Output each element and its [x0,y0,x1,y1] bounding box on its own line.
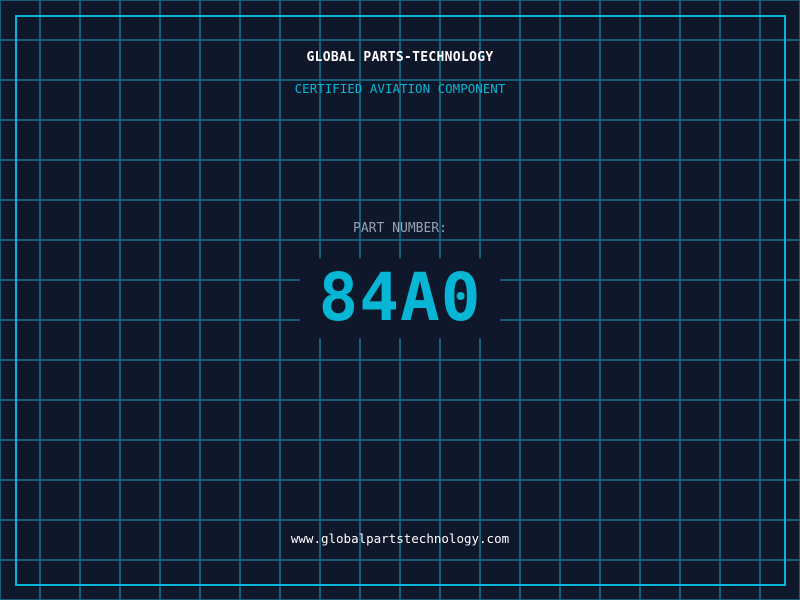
border-frame [15,15,786,586]
website-link[interactable]: www.globalpartstechnology.com [290,531,510,546]
part-number-backdrop [300,258,500,338]
part-number: 84A0 [318,259,482,336]
part-number-label: PART NUMBER: [353,221,447,236]
brand-title: GLOBAL PARTS-TECHNOLOGY [306,50,494,65]
subtitle: CERTIFIED AVIATION COMPONENT [294,81,506,96]
